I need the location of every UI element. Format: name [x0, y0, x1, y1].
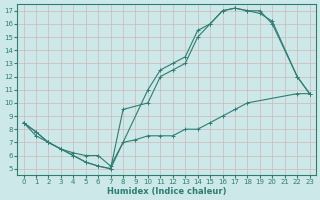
- X-axis label: Humidex (Indice chaleur): Humidex (Indice chaleur): [107, 187, 226, 196]
